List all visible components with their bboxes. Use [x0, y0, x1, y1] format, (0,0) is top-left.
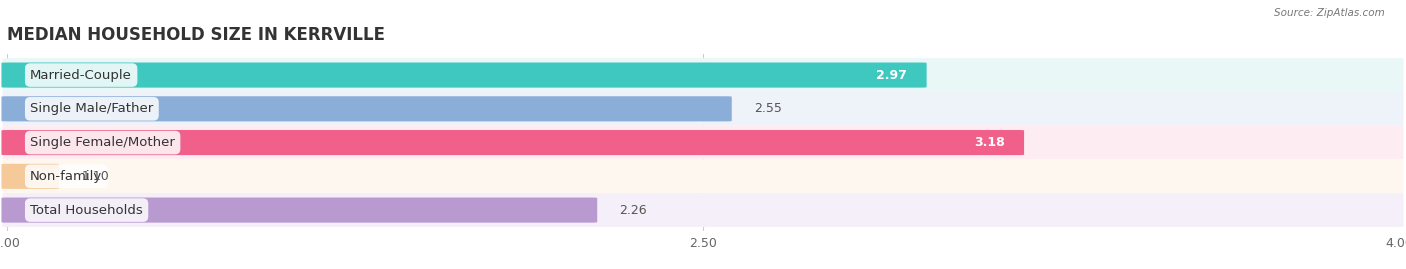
- FancyBboxPatch shape: [3, 92, 1403, 126]
- FancyBboxPatch shape: [1, 62, 927, 88]
- FancyBboxPatch shape: [3, 160, 1403, 193]
- FancyBboxPatch shape: [3, 58, 1403, 92]
- Text: Non-family: Non-family: [30, 170, 103, 183]
- FancyBboxPatch shape: [1, 197, 598, 223]
- FancyBboxPatch shape: [3, 193, 1403, 227]
- Text: Single Male/Father: Single Male/Father: [30, 102, 153, 115]
- Text: 2.26: 2.26: [620, 204, 647, 217]
- FancyBboxPatch shape: [3, 126, 1403, 160]
- FancyBboxPatch shape: [1, 164, 59, 189]
- Text: 3.18: 3.18: [974, 136, 1005, 149]
- Text: 2.55: 2.55: [754, 102, 782, 115]
- FancyBboxPatch shape: [1, 130, 1024, 155]
- Text: MEDIAN HOUSEHOLD SIZE IN KERRVILLE: MEDIAN HOUSEHOLD SIZE IN KERRVILLE: [7, 26, 385, 44]
- Text: Source: ZipAtlas.com: Source: ZipAtlas.com: [1274, 8, 1385, 18]
- Text: Total Households: Total Households: [30, 204, 143, 217]
- Text: 1.10: 1.10: [82, 170, 110, 183]
- Text: Single Female/Mother: Single Female/Mother: [30, 136, 176, 149]
- Text: 2.97: 2.97: [876, 69, 907, 82]
- FancyBboxPatch shape: [1, 96, 731, 121]
- Text: Married-Couple: Married-Couple: [30, 69, 132, 82]
